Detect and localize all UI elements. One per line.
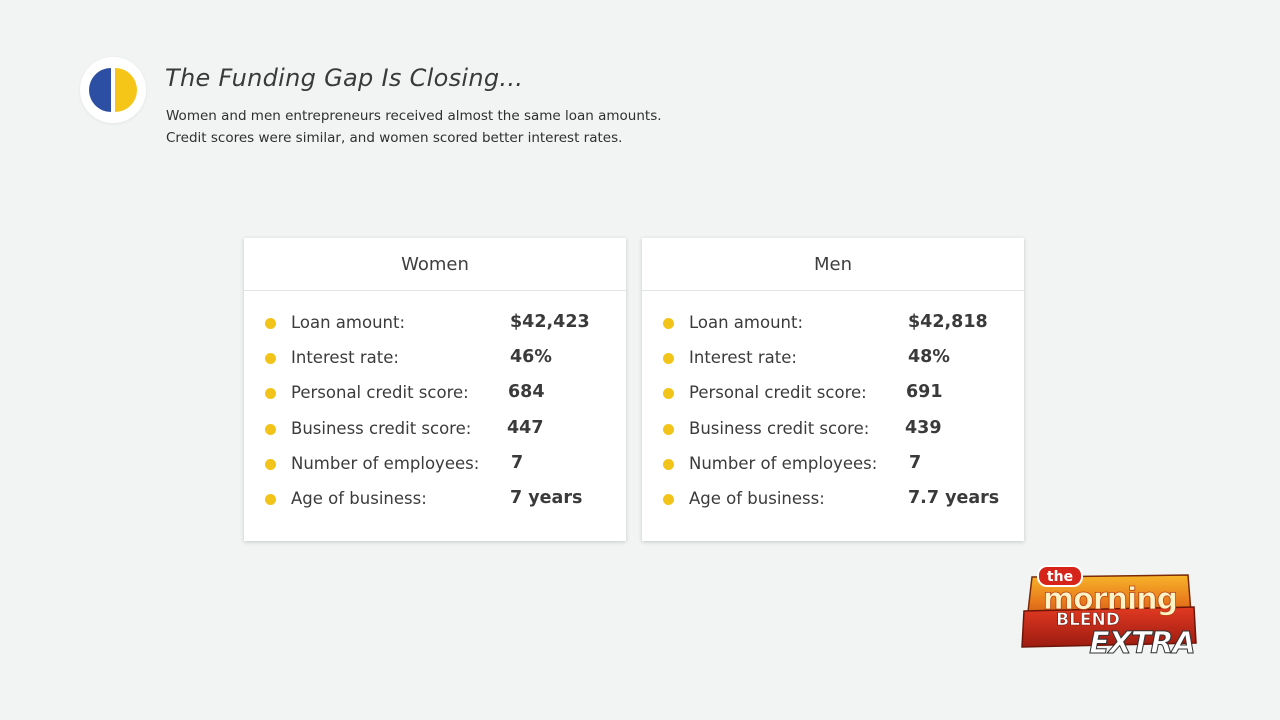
bullet-icon (265, 423, 276, 435)
stat-value: 684 (508, 382, 545, 403)
page-subtitle: Women and men entrepreneurs received alm… (166, 105, 662, 149)
bullet-icon (265, 458, 276, 470)
half-circle-logo-icon (89, 68, 137, 112)
stat-label: Loan amount: (689, 313, 804, 332)
stat-value: 691 (906, 382, 943, 403)
bullet-icon (663, 318, 674, 329)
bullet-icon (265, 353, 276, 365)
page-title: The Funding Gap Is Closing... (165, 64, 524, 92)
stat-label: Business credit score: (689, 418, 870, 438)
stat-value: 7 years (510, 487, 583, 508)
stat-label: Personal credit score: (291, 383, 469, 403)
list-item: Business credit score: 439 (642, 415, 1024, 450)
list-item: Loan amount: $42,423 (244, 309, 626, 344)
list-item: Interest rate: 46% (244, 344, 626, 379)
stat-label: Number of employees: (291, 453, 480, 473)
stat-value: 46% (510, 347, 552, 368)
subtitle-line-2: Credit scores were similar, and women sc… (166, 130, 623, 146)
list-item: Personal credit score: 691 (642, 379, 1024, 414)
men-stats-list: Loan amount: $42,818 Interest rate: 48% … (642, 309, 1024, 520)
stat-label: Age of business: (689, 488, 825, 508)
list-item: Number of employees: 7 (244, 450, 626, 485)
list-item: Personal credit score: 684 (244, 379, 626, 414)
list-item: Age of business: 7 years (244, 485, 626, 520)
men-card: Men Loan amount: $42,818 Interest rate: … (642, 238, 1024, 541)
bullet-icon (265, 388, 276, 400)
stat-label: Age of business: (291, 488, 427, 508)
bug-blend-text: BLEND (1056, 610, 1120, 630)
stat-label: Number of employees: (689, 453, 878, 473)
stat-label: Loan amount: (291, 313, 406, 332)
women-stats-list: Loan amount: $42,423 Interest rate: 46% … (244, 309, 626, 520)
women-card: Women Loan amount: $42,423 Interest rate… (244, 238, 626, 541)
stat-value: 7 (511, 452, 524, 473)
list-item: Age of business: 7.7 years (642, 485, 1024, 520)
stat-value: 7 (909, 452, 922, 473)
bullet-icon (663, 353, 674, 365)
stat-value: 7.7 years (908, 487, 1000, 508)
stat-label: Interest rate: (689, 348, 797, 368)
stat-label: Personal credit score: (689, 383, 867, 403)
list-item: Number of employees: 7 (642, 450, 1024, 485)
women-card-title: Women (244, 238, 626, 291)
bullet-icon (663, 388, 674, 400)
bug-morning-text: morning (1043, 582, 1177, 617)
brand-logo (80, 57, 146, 123)
bug-extra-text: EXTRA (1089, 626, 1194, 659)
stat-value: $42,423 (510, 312, 590, 332)
list-item: Business credit score: 447 (244, 415, 626, 450)
bug-the-text: the (1047, 569, 1073, 585)
stat-value: 439 (905, 417, 942, 438)
list-item: Interest rate: 48% (642, 344, 1024, 379)
stat-label: Interest rate: (291, 348, 399, 368)
bullet-icon (663, 493, 674, 505)
subtitle-line-1: Women and men entrepreneurs received alm… (166, 108, 662, 124)
stat-label: Business credit score: (291, 418, 472, 438)
list-item: Loan amount: $42,818 (642, 309, 1024, 344)
stat-value: $42,818 (908, 312, 988, 332)
bullet-icon (663, 423, 674, 435)
men-card-title: Men (642, 238, 1024, 291)
stat-value: 48% (908, 347, 950, 368)
bullet-icon (265, 493, 276, 505)
morning-blend-extra-logo: the morning BLEND EXTRA (1021, 565, 1197, 659)
stat-value: 447 (507, 417, 544, 438)
bullet-icon (265, 318, 276, 329)
bullet-icon (663, 458, 674, 470)
